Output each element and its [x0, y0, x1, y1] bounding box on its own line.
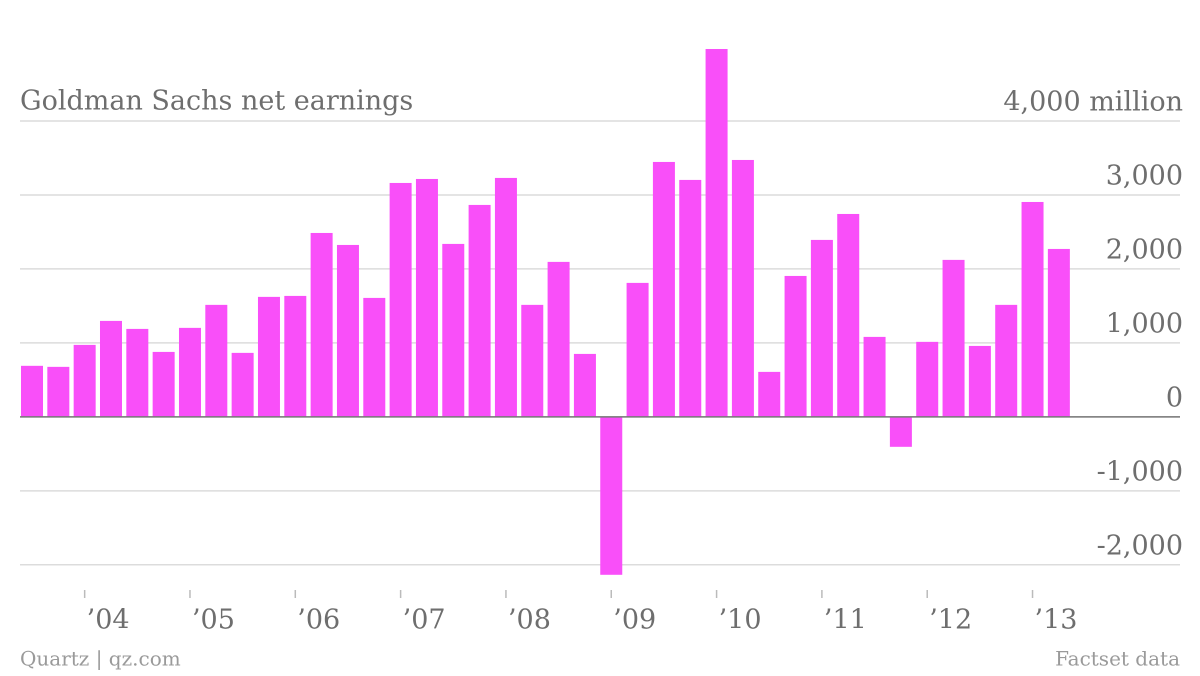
x-tick-label: ’04: [87, 605, 130, 636]
bar: [889, 416, 912, 447]
x-tick-label: ’05: [192, 605, 235, 636]
bar: [521, 304, 544, 417]
bar: [942, 259, 965, 417]
bar: [1021, 201, 1044, 417]
bar: [1047, 248, 1070, 417]
bar: [415, 178, 438, 417]
x-tick-label: ’11: [824, 605, 867, 636]
bar: [995, 304, 1018, 417]
x-tick-label: ’10: [719, 605, 762, 636]
bar: [73, 344, 96, 417]
bar: [126, 328, 149, 417]
bar: [600, 416, 623, 575]
bar: [916, 341, 939, 417]
credit: Factset data: [1055, 647, 1180, 671]
bar: [468, 204, 491, 417]
x-tick-label: ’06: [297, 605, 340, 636]
bar: [705, 48, 728, 417]
bar: [99, 320, 122, 417]
y-tick-label: -1,000: [1097, 456, 1183, 487]
bar: [442, 243, 465, 417]
bar: [626, 282, 649, 417]
bar: [389, 182, 412, 417]
bar: [837, 213, 860, 417]
source: Quartz | qz.com: [20, 647, 181, 672]
y-tick-label: 0: [1166, 382, 1183, 413]
bar: [47, 366, 70, 417]
x-tick-label: ’12: [929, 605, 972, 636]
bar: [231, 352, 254, 417]
y-tick-label: -2,000: [1097, 530, 1183, 561]
x-tick-label: ’08: [508, 605, 551, 636]
bar: [205, 304, 228, 417]
bar: [968, 345, 991, 417]
bar: [679, 179, 702, 417]
bar: [547, 261, 570, 417]
y-tick-label: 3,000: [1106, 160, 1183, 191]
bar: [863, 336, 886, 417]
bar: [21, 365, 43, 417]
bar: [152, 351, 175, 417]
bar: [494, 177, 517, 417]
bar: [731, 159, 754, 417]
y-tick-label: 1,000: [1106, 308, 1183, 339]
bar: [310, 232, 333, 417]
chart-title: Goldman Sachs net earnings: [20, 86, 413, 117]
x-tick-label: ’13: [1035, 605, 1078, 636]
x-tick-label: ’07: [403, 605, 446, 636]
bar: [257, 296, 280, 417]
bar: [573, 353, 596, 417]
bar: [363, 297, 386, 417]
bar: [336, 244, 359, 417]
y-tick-label: 4,000 million: [1003, 86, 1183, 117]
x-tick-label: ’09: [613, 605, 656, 636]
bar: [652, 161, 675, 417]
y-tick-label: 2,000: [1106, 234, 1183, 265]
bar: [810, 239, 833, 417]
bar: [178, 327, 201, 417]
bar: [284, 295, 307, 417]
bar: [758, 371, 781, 417]
bar: [784, 275, 807, 417]
